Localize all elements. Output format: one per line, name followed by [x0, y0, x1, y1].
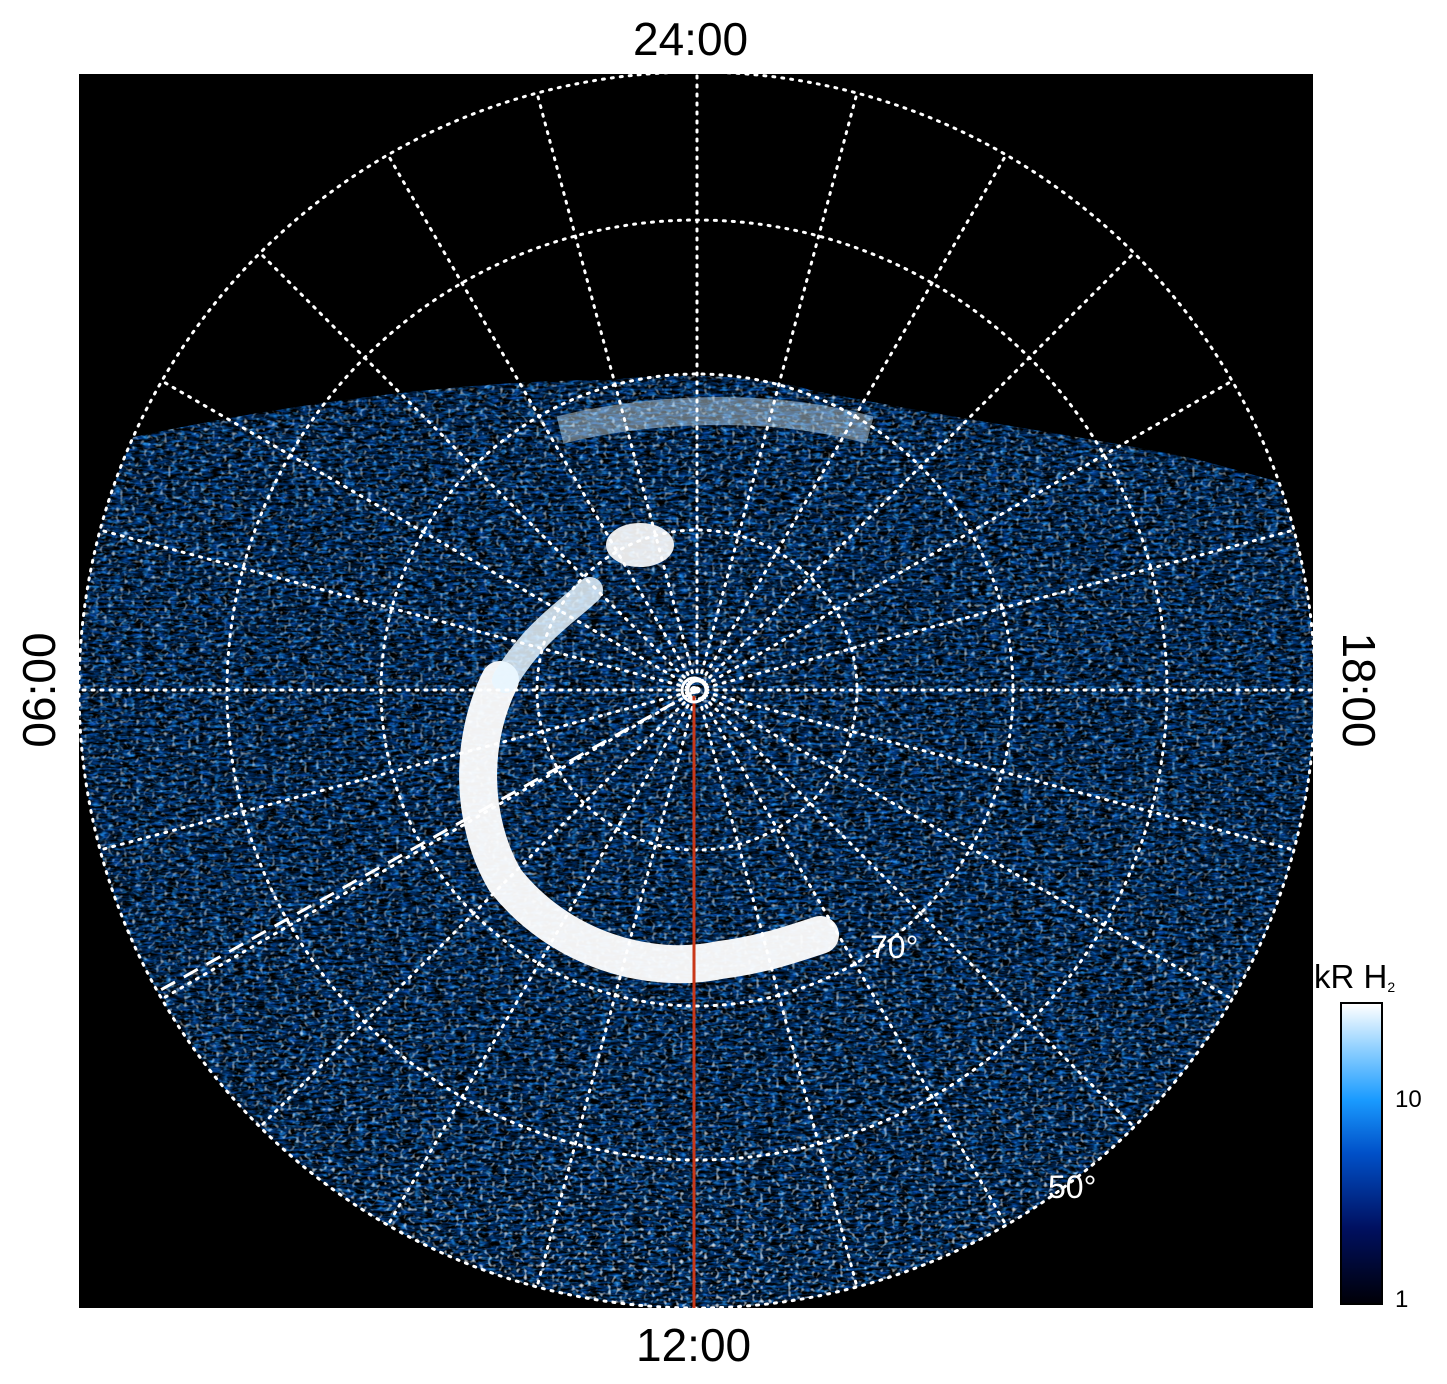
- colorbar-tick-10: 10: [1395, 1086, 1422, 1113]
- local-time-label-midnight: 24:00: [633, 13, 749, 65]
- colorbar: [1340, 1002, 1383, 1305]
- colorbar-unit-label: kR H2: [1314, 958, 1396, 995]
- main-auroral-oval: [459, 397, 874, 984]
- latitude-label-50: 50°: [1048, 1169, 1096, 1205]
- local-time-label-noon: 12:00: [636, 1319, 752, 1371]
- colorbar-tick-1: 1: [1395, 1286, 1409, 1313]
- pole-marker: [680, 676, 708, 704]
- latitude-label-70: 70°: [870, 929, 918, 965]
- meridian-grid: [79, 74, 1313, 1289]
